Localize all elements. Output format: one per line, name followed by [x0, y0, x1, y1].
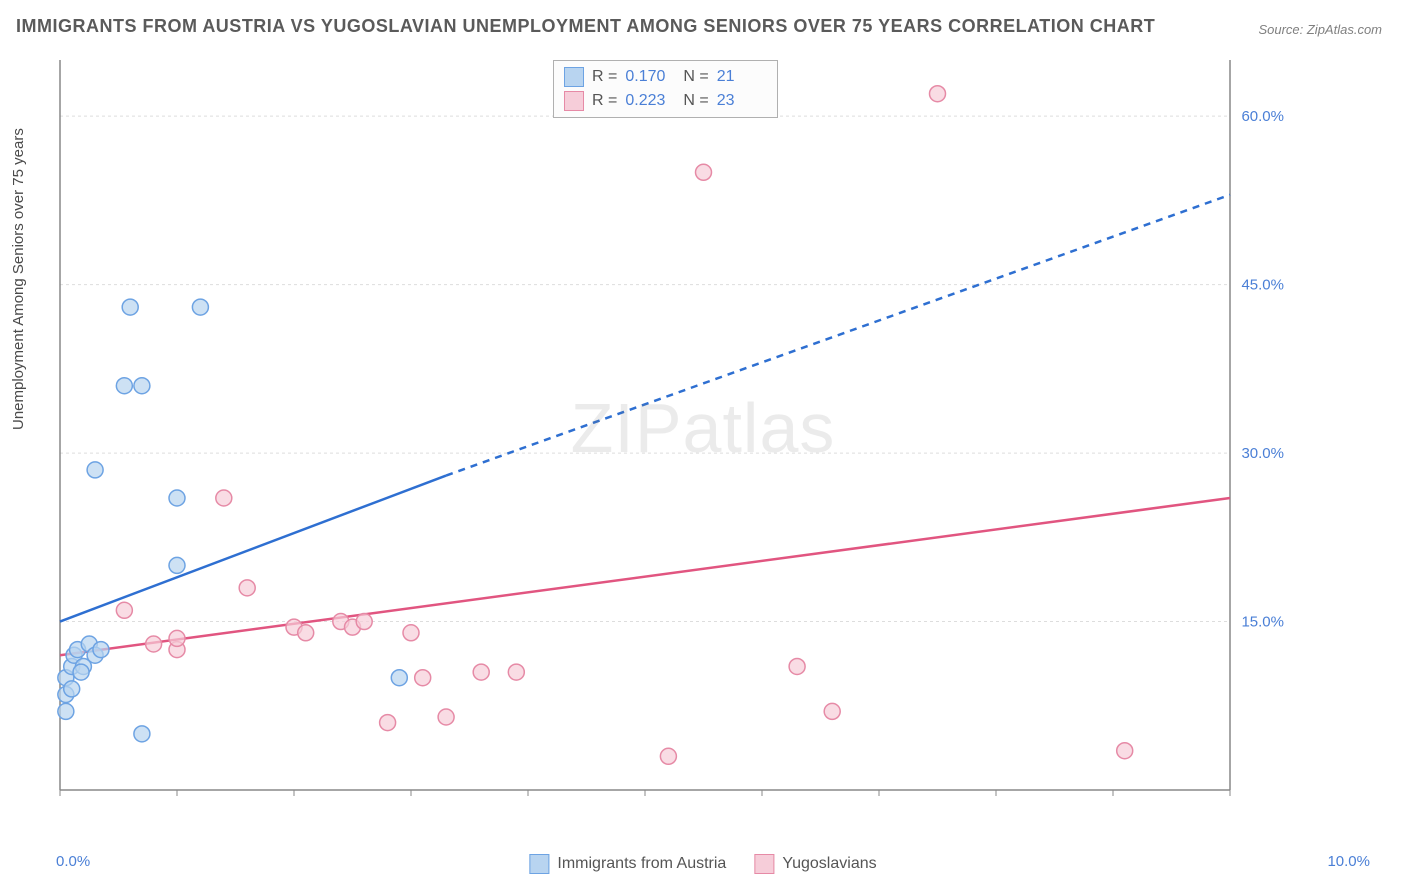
legend-n-value-austria: 21 [717, 68, 767, 86]
legend-row-austria: R = 0.170 N = 21 [564, 65, 767, 89]
swatch-yugoslavia-bottom [754, 854, 774, 874]
x-axis-min-label: 0.0% [56, 853, 90, 870]
scatter-plot: 15.0% 30.0% 45.0% 60.0% [50, 50, 1300, 810]
legend-label-yugoslavia: Yugoslavians [782, 855, 876, 873]
legend-item-austria: Immigrants from Austria [529, 854, 726, 874]
legend-r-value-austria: 0.170 [625, 68, 675, 86]
swatch-austria-bottom [529, 854, 549, 874]
correlation-legend: R = 0.170 N = 21 R = 0.223 N = 23 [553, 60, 778, 118]
legend-r-label: R = [592, 68, 617, 86]
legend-n-label: N = [683, 92, 708, 110]
svg-text:15.0%: 15.0% [1241, 614, 1284, 631]
series-legend: Immigrants from Austria Yugoslavians [529, 854, 876, 874]
legend-r-value-yugoslavia: 0.223 [625, 92, 675, 110]
svg-text:45.0%: 45.0% [1241, 277, 1284, 294]
legend-n-value-yugoslavia: 23 [717, 92, 767, 110]
chart-title: IMMIGRANTS FROM AUSTRIA VS YUGOSLAVIAN U… [16, 16, 1155, 37]
swatch-austria [564, 67, 584, 87]
y-axis-label: Unemployment Among Seniors over 75 years [10, 128, 27, 430]
x-axis-max-label: 10.0% [1327, 853, 1370, 870]
legend-r-label: R = [592, 92, 617, 110]
svg-text:30.0%: 30.0% [1241, 445, 1284, 462]
source-attribution: Source: ZipAtlas.com [1258, 22, 1382, 37]
svg-text:60.0%: 60.0% [1241, 108, 1284, 125]
legend-item-yugoslavia: Yugoslavians [754, 854, 876, 874]
legend-row-yugoslavia: R = 0.223 N = 23 [564, 89, 767, 113]
legend-n-label: N = [683, 68, 708, 86]
swatch-yugoslavia [564, 91, 584, 111]
legend-label-austria: Immigrants from Austria [557, 855, 726, 873]
